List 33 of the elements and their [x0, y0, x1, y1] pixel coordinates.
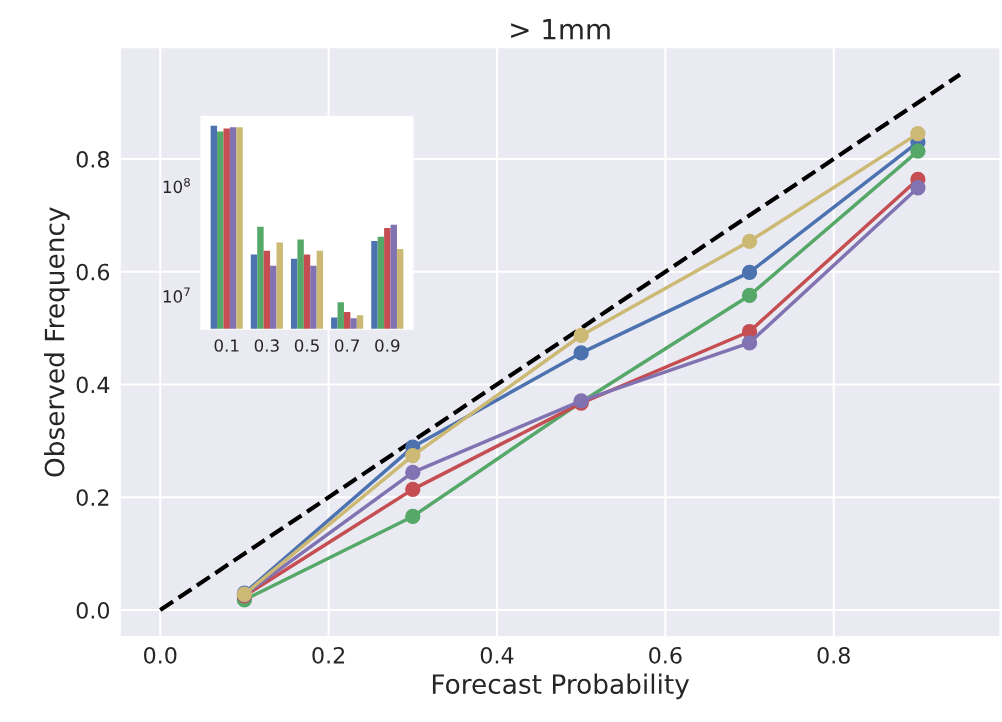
point [741, 233, 758, 249]
x-tick-label: 0.5 [294, 339, 319, 352]
x-tick-label: 0.8 [817, 646, 850, 664]
x-tick-label: 0.3 [254, 339, 279, 352]
x-tick-label: 0.2 [312, 646, 345, 664]
point [910, 125, 926, 142]
point [910, 143, 926, 159]
chart-title: > 1mm [511, 19, 610, 40]
y-tick-label: 0.0 [76, 601, 110, 619]
x-tick-label: 0.4 [480, 646, 514, 664]
x-tick-label: 0.9 [375, 339, 400, 352]
point [910, 180, 926, 196]
y-tick-label: 10$^{7}$ [163, 287, 190, 303]
point [405, 464, 421, 481]
point [573, 327, 589, 344]
point [405, 447, 421, 464]
y-tick-label: 10$^{8}$ [163, 177, 190, 194]
point [741, 287, 758, 304]
y-axis-title: Observed Frequency [44, 207, 70, 477]
x-tick-label: 0.0 [144, 646, 177, 664]
y-tick-label: 0.4 [76, 376, 110, 394]
point [741, 264, 758, 280]
point [405, 481, 421, 498]
x-tick-label: 0.6 [649, 646, 682, 664]
x-tick-label: 0.7 [335, 339, 359, 352]
point [741, 335, 758, 351]
y-tick-label: 0.6 [76, 263, 110, 281]
x-tick-label: 0.1 [214, 339, 239, 352]
point [405, 508, 421, 525]
point [573, 345, 589, 361]
y-tick-label: 0.2 [76, 489, 109, 507]
x-axis-title: Forecast Probability [432, 673, 690, 700]
y-tick-label: 0.8 [76, 150, 109, 168]
